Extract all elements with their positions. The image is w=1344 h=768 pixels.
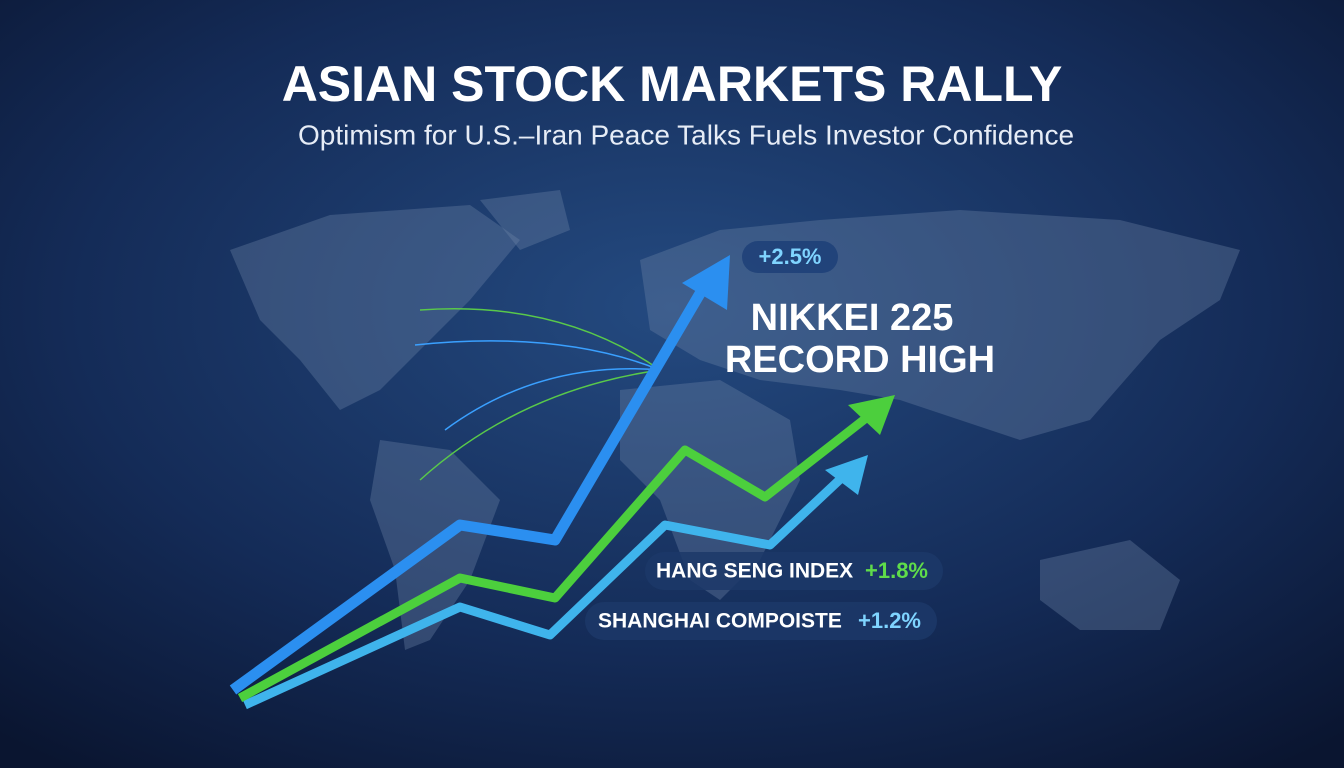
shanghai-pill [585, 602, 937, 640]
nikkei-change: +2.5% [759, 244, 822, 269]
hang-seng-name: HANG SENG INDEX [656, 560, 853, 583]
shanghai-name: SHANGHAI COMPOISTE [598, 610, 842, 633]
trend-arrows [229, 255, 895, 710]
hang-seng-arrowhead [848, 395, 895, 435]
shanghai-arrowhead [825, 455, 868, 495]
hang-seng-pill [645, 552, 943, 590]
connection-lines [414, 308, 661, 481]
shanghai-change: +1.2% [858, 608, 921, 633]
shanghai-arrow [243, 466, 854, 710]
connection-line [444, 368, 661, 431]
north-america [230, 205, 520, 410]
connection-line [419, 369, 661, 481]
hang-seng-change: +1.8% [865, 558, 928, 583]
title: ASIAN STOCK MARKETS RALLY [282, 56, 1063, 112]
nikkei-change-pill [742, 241, 838, 273]
connection-line [414, 340, 661, 371]
greenland [480, 190, 570, 250]
australia [1040, 540, 1180, 630]
nikkei-record: RECORD HIGH [725, 339, 995, 381]
hang-seng-arrow [237, 411, 873, 702]
nikkei-label: NIKKEI 225 [751, 297, 954, 339]
nikkei-arrow [229, 282, 710, 695]
connection-line [419, 308, 661, 371]
nikkei-arrowhead [682, 255, 730, 310]
subtitle: Optimism for U.S.–Iran Peace Talks Fuels… [298, 119, 1074, 150]
